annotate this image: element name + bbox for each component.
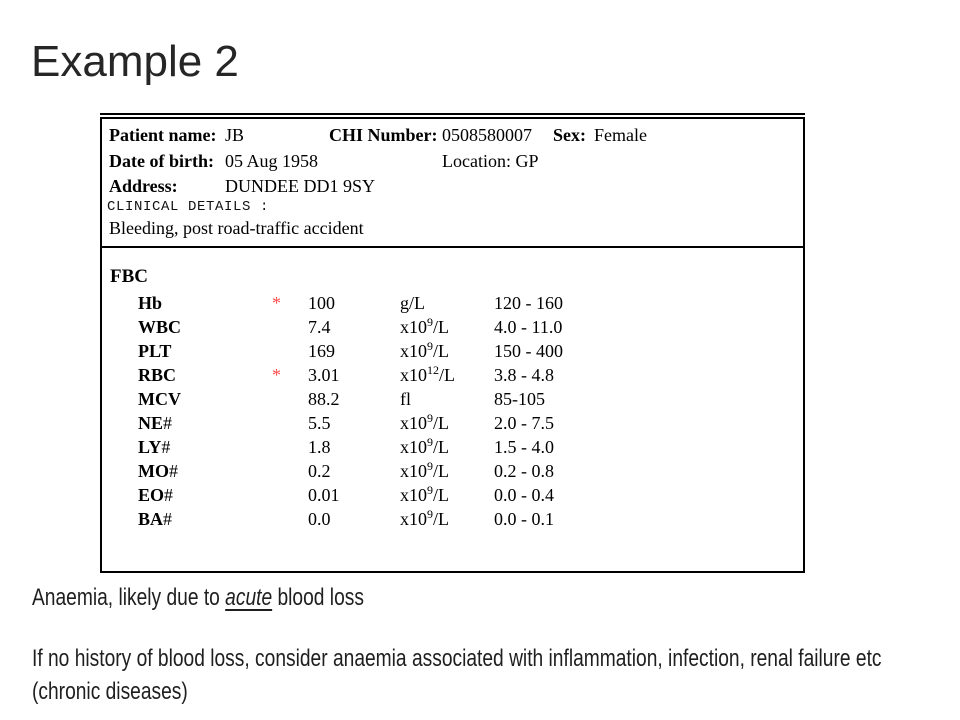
reference-range: 4.0 - 11.0 <box>494 317 563 337</box>
test-name: LY# <box>138 437 171 457</box>
test-value: 0.0 <box>308 509 331 529</box>
reference-range: 0.0 - 0.1 <box>494 509 554 529</box>
test-value: 0.2 <box>308 461 331 481</box>
test-name: WBC <box>138 317 182 337</box>
reference-range: 0.0 - 0.4 <box>494 485 554 505</box>
note-anaemia-post: blood loss <box>272 584 364 611</box>
location-field: Location: GP <box>442 151 539 172</box>
address-label: Address: <box>109 176 178 196</box>
test-unit: x109/L <box>400 459 449 481</box>
clinical-details-label: CLINICAL DETAILS : <box>107 199 270 215</box>
note-chronic-disease: If no history of blood loss, consider an… <box>32 645 882 705</box>
test-value: 0.01 <box>308 485 340 505</box>
fbc-row: MO# 0.2 x109/L 0.2 - 0.8 <box>102 459 803 483</box>
fbc-row: EO# 0.01 x109/L 0.0 - 0.4 <box>102 483 803 507</box>
test-name: RBC <box>138 365 177 385</box>
test-unit: g/L <box>400 293 425 313</box>
abnormal-flag-icon: * <box>272 365 281 385</box>
patient-name-label: Patient name: <box>109 125 217 145</box>
test-unit: fl <box>400 389 411 409</box>
reference-range: 0.2 - 0.8 <box>494 461 554 481</box>
fbc-row: RBC * 3.01 x1012/L 3.8 - 4.8 <box>102 363 803 387</box>
test-name: NE# <box>138 413 173 433</box>
reference-range: 1.5 - 4.0 <box>494 437 554 457</box>
fbc-row: BA# 0.0 x109/L 0.0 - 0.1 <box>102 507 803 531</box>
location-value: GP <box>515 151 539 171</box>
test-name: PLT <box>138 341 172 361</box>
test-value: 7.4 <box>308 317 331 337</box>
test-name: Hb <box>138 293 163 313</box>
test-value: 88.2 <box>308 389 340 409</box>
reference-range: 120 - 160 <box>494 293 563 313</box>
test-value: 1.8 <box>308 437 331 457</box>
clinical-details-text: Bleeding, post road-traffic accident <box>109 218 364 238</box>
fbc-row: Hb * 100 g/L 120 - 160 <box>102 291 803 315</box>
abnormal-flag-icon: * <box>272 293 281 313</box>
chi-number-label: CHI Number: <box>329 125 438 145</box>
test-value: 5.5 <box>308 413 331 433</box>
address-value: DUNDEE DD1 9SY <box>225 176 375 196</box>
slide-title: Example 2 <box>31 37 239 86</box>
fbc-row: PLT 169 x109/L 150 - 400 <box>102 339 803 363</box>
reference-range: 85-105 <box>494 389 545 409</box>
reference-range: 150 - 400 <box>494 341 563 361</box>
fbc-row: NE# 5.5 x109/L 2.0 - 7.5 <box>102 411 803 435</box>
lab-report-box: Patient name: JB CHI Number: 0508580007 … <box>100 117 805 573</box>
note-anaemia-pre: Anaemia, likely due to <box>32 584 226 611</box>
location-label: Location: <box>442 151 511 171</box>
dob-label: Date of birth: <box>109 151 214 171</box>
test-value: 3.01 <box>308 365 340 385</box>
sex-value: Female <box>594 125 647 145</box>
test-unit: x109/L <box>400 435 449 457</box>
test-name: EO# <box>138 485 174 505</box>
dob-value: 05 Aug 1958 <box>225 151 319 171</box>
note-anaemia: Anaemia, likely due to acute blood loss <box>32 581 364 614</box>
fbc-row: LY# 1.8 x109/L 1.5 - 4.0 <box>102 435 803 459</box>
test-name: MO# <box>138 461 178 481</box>
chi-number-value: 0508580007 <box>442 125 532 145</box>
fbc-rows: Hb * 100 g/L 120 - 160 WBC 7.4 x109/L 4.… <box>102 291 803 531</box>
test-unit: x109/L <box>400 315 449 337</box>
fbc-row: WBC 7.4 x109/L 4.0 - 11.0 <box>102 315 803 339</box>
test-value: 169 <box>308 341 335 361</box>
sex-label: Sex: <box>553 125 586 145</box>
test-unit: x109/L <box>400 483 449 505</box>
reference-range: 2.0 - 7.5 <box>494 413 554 433</box>
report-top-rule <box>100 113 805 115</box>
report-section-divider <box>102 246 803 248</box>
fbc-row: MCV 88.2 fl 85-105 <box>102 387 803 411</box>
test-name: MCV <box>138 389 181 409</box>
patient-name-value: JB <box>225 125 245 145</box>
test-name: BA# <box>138 509 173 529</box>
test-unit: x109/L <box>400 507 449 529</box>
test-unit: x1012/L <box>400 363 455 385</box>
note-anaemia-emphasis: acute <box>225 584 273 611</box>
reference-range: 3.8 - 4.8 <box>494 365 554 385</box>
test-unit: x109/L <box>400 411 449 433</box>
test-value: 100 <box>308 293 335 313</box>
fbc-panel-title: FBC <box>110 266 148 287</box>
test-unit: x109/L <box>400 339 449 361</box>
